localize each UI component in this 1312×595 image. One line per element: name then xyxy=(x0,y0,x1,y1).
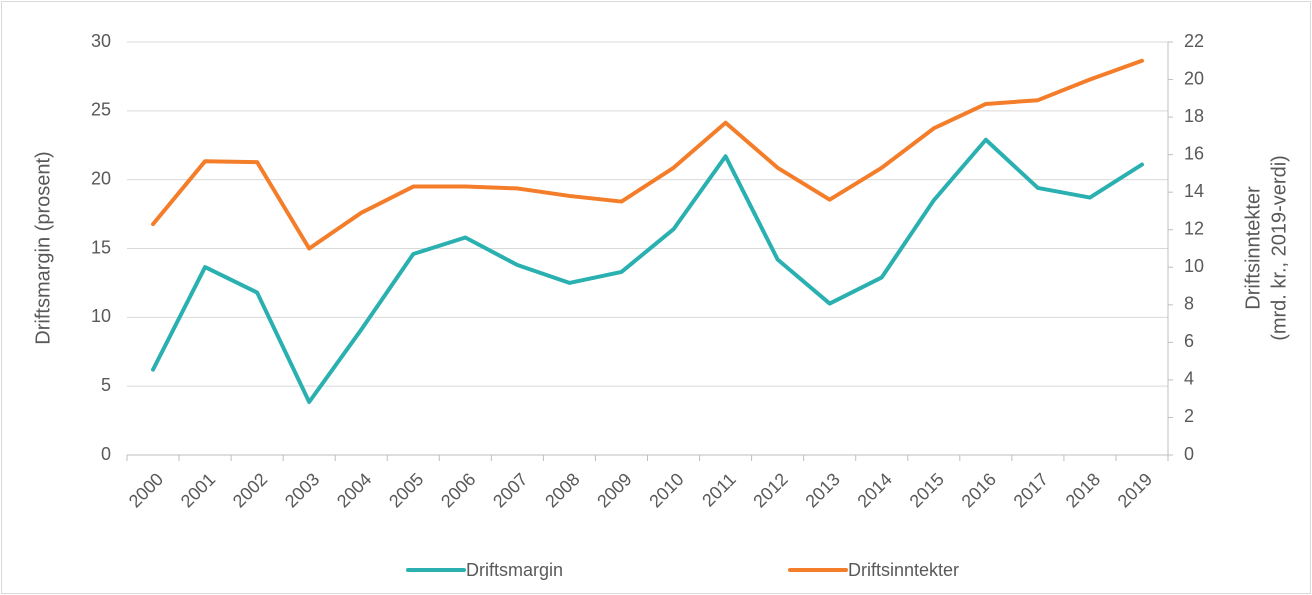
series-line xyxy=(151,137,1144,404)
y-tick-label: 30 xyxy=(91,31,111,51)
y2-tick-label: 2 xyxy=(1184,406,1194,426)
y-tick-label: 20 xyxy=(91,168,111,188)
legend-label: Driftsmargin xyxy=(466,560,563,580)
y2-tick-label: 12 xyxy=(1184,218,1204,238)
y2-tick-label: 10 xyxy=(1184,256,1204,276)
y-tick-label: 25 xyxy=(91,100,111,120)
y2-axis-title: (mrd. kr., 2019-verdi) xyxy=(1268,155,1290,341)
y2-tick-label: 16 xyxy=(1184,143,1204,163)
y2-tick-label: 6 xyxy=(1184,331,1194,351)
y-tick-label: 15 xyxy=(91,237,111,257)
y-axis-title: Driftsmargin (prosent) xyxy=(32,151,54,344)
y2-tick-label: 8 xyxy=(1184,294,1194,314)
y2-axis-title: Driftsinntekter xyxy=(1242,186,1264,310)
legend-label: Driftsinntekter xyxy=(848,560,959,580)
y2-tick-label: 22 xyxy=(1184,31,1204,51)
y-tick-label: 10 xyxy=(91,306,111,326)
series-line xyxy=(151,58,1144,251)
y2-tick-label: 18 xyxy=(1184,106,1204,126)
y2-tick-label: 4 xyxy=(1184,369,1194,389)
y2-tick-label: 20 xyxy=(1184,68,1204,88)
y2-tick-label: 14 xyxy=(1184,181,1204,201)
y2-tick-label: 0 xyxy=(1184,444,1194,464)
y-tick-label: 5 xyxy=(101,375,111,395)
y-tick-label: 0 xyxy=(101,444,111,464)
